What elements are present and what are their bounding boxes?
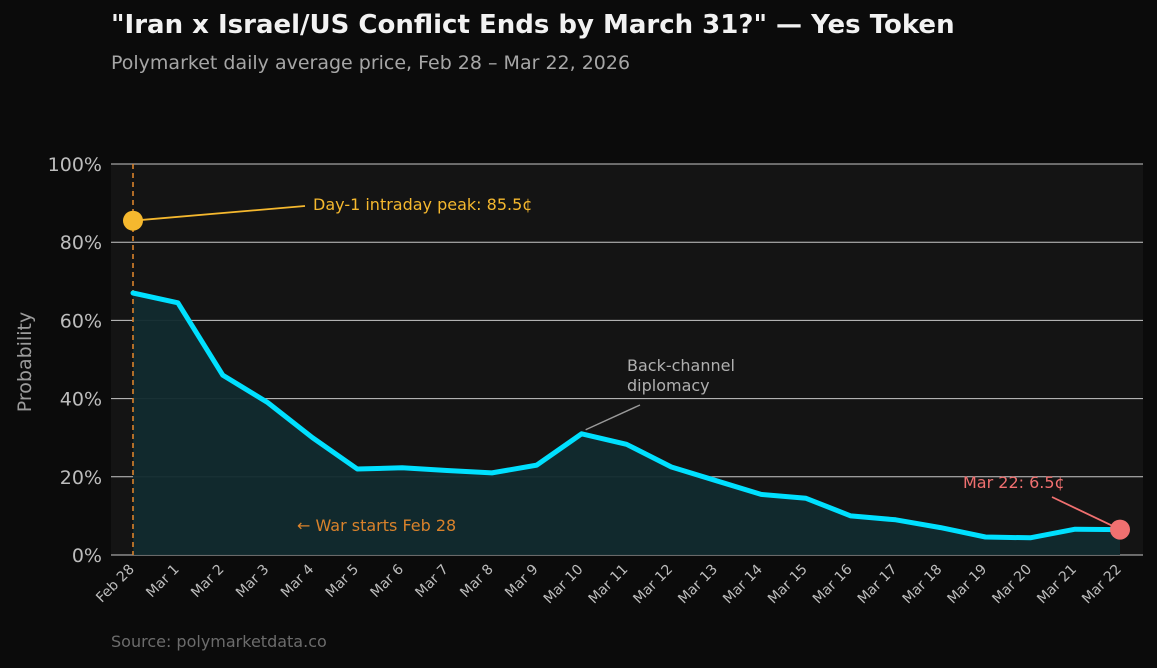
peak-label: Day-1 intraday peak: 85.5¢	[313, 195, 532, 214]
data-point	[849, 514, 853, 518]
x-tick-label: Mar 9	[502, 562, 541, 601]
x-tick-label: Mar 12	[630, 562, 676, 608]
y-tick-label: 60%	[60, 310, 102, 332]
y-axis-label: Probability	[14, 312, 36, 412]
x-tick-label: Mar 2	[188, 562, 227, 601]
end-label: Mar 22: 6.5¢	[963, 473, 1065, 492]
x-tick-label: Mar 14	[720, 561, 766, 607]
war-start-label: ← War starts Feb 28	[297, 516, 456, 535]
chart-title: "Iran x Israel/US Conflict Ends by March…	[111, 10, 955, 40]
data-point	[939, 526, 943, 530]
data-point	[400, 466, 404, 470]
x-tick-label: Mar 20	[989, 562, 1035, 608]
data-point	[894, 518, 898, 522]
x-tick-label: Mar 15	[765, 562, 811, 608]
x-tick-label: Mar 11	[586, 562, 632, 608]
data-point	[445, 469, 449, 473]
data-point	[983, 535, 987, 539]
source-note: Source: polymarketdata.co	[111, 632, 327, 651]
x-tick-label: Mar 3	[233, 562, 272, 601]
data-point	[1073, 527, 1077, 531]
y-axis-ticks: 0% 20% 40% 60% 80% 100%	[48, 154, 102, 567]
data-point	[176, 301, 180, 305]
x-tick-label: Mar 21	[1034, 562, 1080, 608]
data-point	[131, 291, 135, 295]
backchannel-connector	[585, 404, 641, 431]
peak-marker	[123, 210, 143, 231]
y-tick-label: 40%	[60, 389, 102, 411]
data-point	[714, 479, 718, 483]
series-area-fill	[133, 293, 1120, 555]
y-tick-label: 80%	[60, 232, 102, 254]
data-point	[1028, 536, 1032, 540]
x-tick-label: Feb 28	[93, 562, 138, 607]
x-tick-label: Mar 8	[457, 562, 496, 601]
backchannel-label-line2: diplomacy	[627, 376, 710, 395]
data-point	[355, 467, 359, 471]
data-point	[759, 492, 763, 496]
data-point	[804, 496, 808, 500]
chart-subtitle: Polymarket daily average price, Feb 28 –…	[111, 52, 631, 74]
series-points	[131, 291, 1122, 540]
end-marker	[1110, 519, 1130, 540]
peak-connector	[132, 205, 306, 222]
y-tick-label: 0%	[72, 545, 102, 567]
x-tick-label: Mar 5	[323, 562, 362, 601]
x-tick-label: Mar 7	[412, 562, 451, 601]
x-tick-label: Mar 6	[368, 561, 408, 601]
x-tick-label: Mar 16	[810, 561, 856, 607]
data-point	[580, 432, 584, 436]
x-tick-label: Mar 17	[855, 562, 901, 608]
x-tick-label: Mar 4	[278, 561, 318, 601]
x-tick-label: Mar 18	[900, 562, 946, 608]
x-tick-label: Mar 22	[1079, 562, 1125, 608]
y-tick-label: 20%	[60, 467, 102, 489]
data-point	[310, 436, 314, 440]
data-point	[490, 471, 494, 475]
x-tick-label: Mar 10	[541, 562, 587, 608]
y-tick-label: 100%	[48, 154, 102, 176]
backchannel-label-line1: Back-channel	[627, 356, 735, 375]
data-point	[535, 463, 539, 467]
data-point	[625, 442, 628, 446]
x-tick-label: Mar 13	[675, 562, 721, 608]
data-point	[221, 373, 225, 377]
data-point	[669, 465, 673, 469]
x-axis-ticks: Feb 28 Mar 1 Mar 2 Mar 3 Mar 4 Mar 5 Mar 6 Mar …	[93, 561, 1125, 607]
annotations: Day-1 intraday peak: 85.5¢ Back-channeldi…	[123, 195, 1130, 540]
x-tick-label: Mar 19	[944, 562, 990, 608]
x-tick-label: Mar 1	[143, 562, 182, 601]
data-point	[266, 401, 270, 405]
end-connector	[1051, 496, 1115, 528]
